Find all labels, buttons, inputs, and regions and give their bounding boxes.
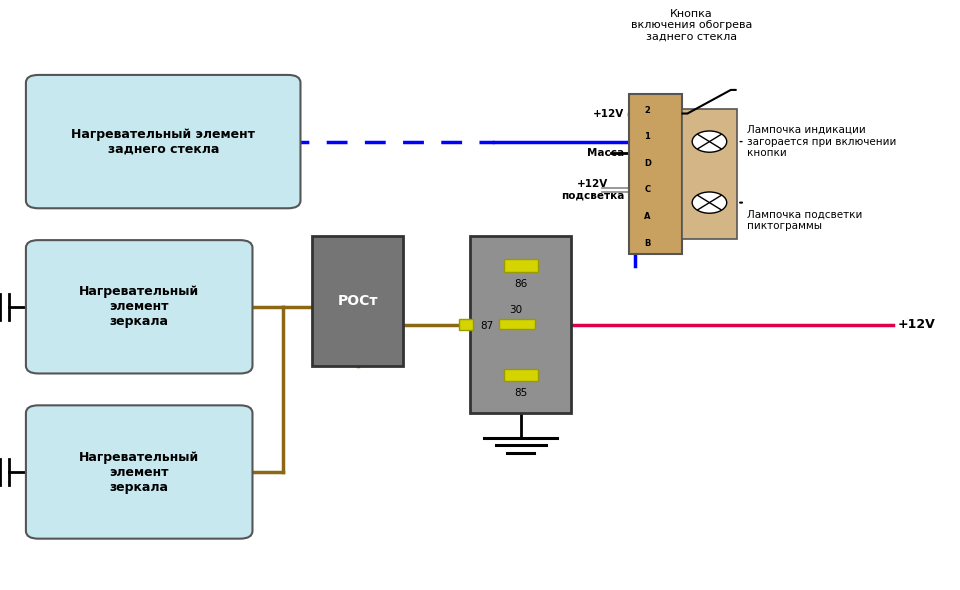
Text: +12V: +12V bbox=[592, 109, 624, 119]
Circle shape bbox=[692, 131, 727, 152]
Bar bbox=[470, 236, 571, 413]
Bar bbox=[629, 94, 682, 254]
Text: Нагревательный
элемент
зеркала: Нагревательный элемент зеркала bbox=[79, 451, 200, 493]
Text: Лампочка индикации
загорается при включении
кнопки: Лампочка индикации загорается при включе… bbox=[747, 125, 897, 158]
Bar bbox=[682, 109, 737, 239]
Bar bbox=[503, 258, 538, 271]
Text: Нагревательный элемент
заднего стекла: Нагревательный элемент заднего стекла bbox=[71, 127, 255, 156]
Text: РОСт: РОСт bbox=[337, 294, 378, 308]
Text: 87: 87 bbox=[480, 321, 493, 330]
Text: +12V
подсветка: +12V подсветка bbox=[561, 179, 624, 201]
Text: +12V: +12V bbox=[898, 318, 935, 331]
Text: 2: 2 bbox=[644, 106, 650, 115]
Bar bbox=[459, 319, 473, 330]
Circle shape bbox=[692, 192, 727, 213]
Bar bbox=[312, 236, 403, 366]
Text: A: A bbox=[644, 212, 651, 221]
Text: B: B bbox=[644, 238, 651, 248]
Text: 85: 85 bbox=[515, 388, 527, 398]
Bar bbox=[498, 319, 535, 329]
Text: Нагревательный
элемент
зеркала: Нагревательный элемент зеркала bbox=[79, 286, 200, 328]
Text: 30: 30 bbox=[509, 305, 522, 315]
Text: 1: 1 bbox=[644, 132, 650, 142]
FancyBboxPatch shape bbox=[26, 75, 300, 208]
Text: Масса: Масса bbox=[587, 148, 624, 158]
Text: D: D bbox=[644, 159, 651, 168]
FancyBboxPatch shape bbox=[26, 240, 252, 373]
Bar bbox=[503, 369, 538, 381]
Text: 86: 86 bbox=[515, 280, 527, 289]
FancyBboxPatch shape bbox=[26, 405, 252, 539]
Text: Лампочка подсветки
пиктограммы: Лампочка подсветки пиктограммы bbox=[747, 209, 862, 231]
Text: C: C bbox=[644, 185, 650, 195]
Text: Кнопка
включения обогрева
заднего стекла: Кнопка включения обогрева заднего стекла bbox=[631, 9, 752, 42]
